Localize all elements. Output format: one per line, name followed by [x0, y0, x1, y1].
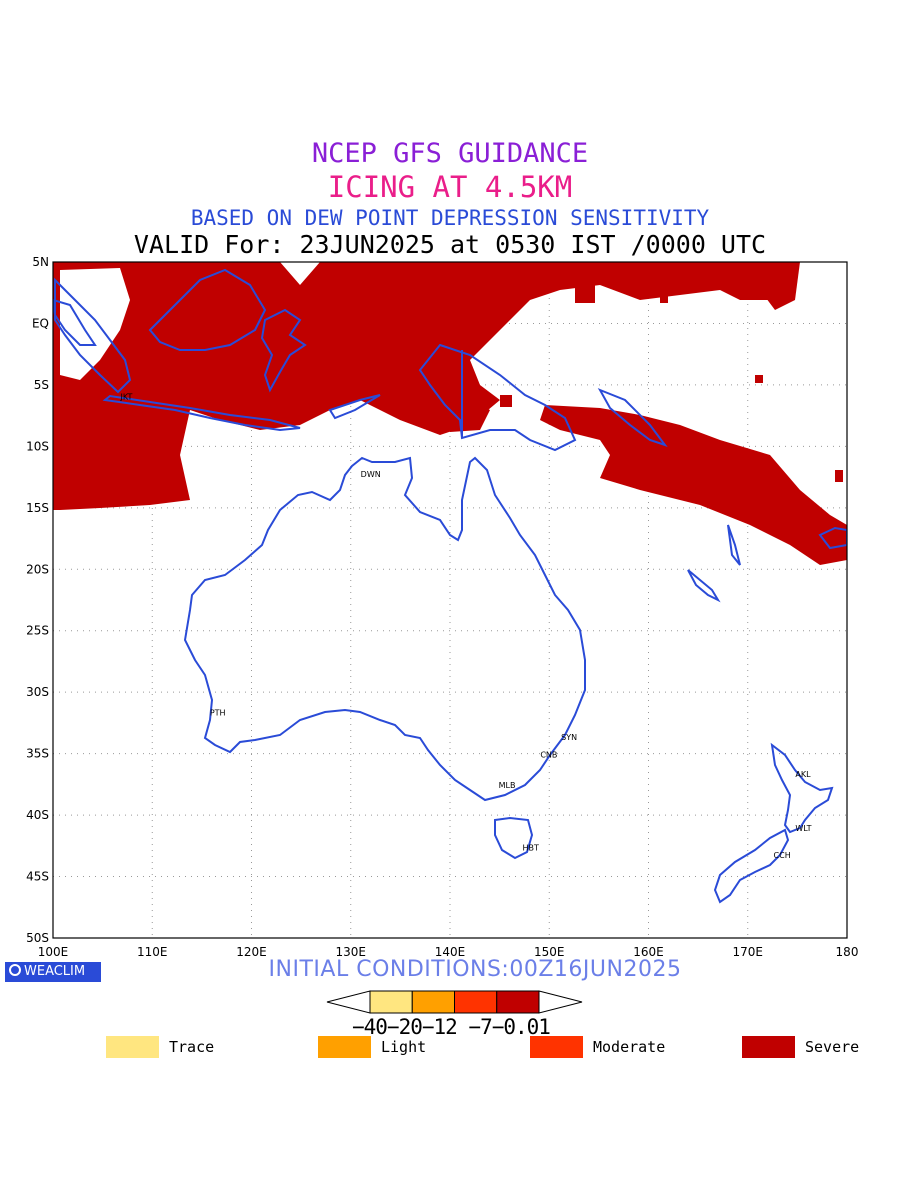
colorbar-labels: −40−20−12 −7−0.01: [352, 1015, 551, 1039]
lon-tick-label: 180: [836, 945, 859, 959]
legend-label: Moderate: [593, 1038, 666, 1056]
map-frame: [52, 261, 848, 939]
icing-cell: [660, 295, 668, 303]
legend-swatch: [530, 1036, 583, 1058]
coast-borneo: [148, 268, 267, 351]
icing-cell: [575, 285, 595, 303]
lat-tick-label: EQ: [32, 316, 49, 330]
title-method: BASED ON DEW POINT DEPRESSION SENSITIVIT…: [190, 206, 710, 230]
lat-tick-label: 25S: [26, 624, 49, 638]
lon-tick-label: 150E: [534, 945, 565, 959]
colorbar: [326, 990, 583, 1014]
colorbar-box: [411, 990, 455, 1014]
city-label-akl: AKL: [795, 770, 811, 779]
lat-tick-label: 5S: [34, 378, 49, 392]
coast-sumatra: [54, 277, 132, 394]
lon-tick-label: 130E: [336, 945, 367, 959]
lon-tick-label: 160E: [633, 945, 664, 959]
coast-nz-north: [770, 742, 834, 834]
icing-area-maritime-continent: [53, 262, 790, 510]
lat-tick-label: 40S: [26, 808, 49, 822]
lat-tick-label: 50S: [26, 931, 49, 945]
lat-tick-label: 30S: [26, 685, 49, 699]
initial-conditions: INITIAL CONDITIONS:00Z16JUN2025: [268, 957, 682, 982]
coast-timor: [328, 394, 381, 420]
lon-tick-label: 120E: [236, 945, 267, 959]
city-label-cnb: CNB: [540, 750, 557, 759]
coast-solomon: [597, 388, 668, 447]
legend-swatch: [742, 1036, 795, 1058]
coast-java: [102, 394, 301, 432]
city-label-pth: PTH: [210, 709, 226, 718]
lon-tick-label: 140E: [435, 945, 466, 959]
colorbar-box: [496, 990, 540, 1014]
icing-cell: [755, 375, 763, 383]
lon-tick-label: 110E: [137, 945, 168, 959]
coast-australia: [183, 456, 586, 802]
city-label-hbt: HBT: [522, 844, 539, 853]
coast-tasmania: [494, 816, 534, 860]
icing-cell: [835, 470, 843, 482]
coast-new-guinea: [418, 343, 577, 452]
weaclim-logo: WEACLIM: [5, 962, 101, 982]
icing-cell: [500, 395, 512, 407]
colorbar-right-arrow: [538, 990, 583, 1014]
legend-swatch: [106, 1036, 159, 1058]
lat-tick-label: 5N: [32, 255, 49, 269]
coast-sulawesi: [260, 308, 307, 393]
city-labels: DWN PTH SYN CNB MLB HBT AKL WLT CCH JKT: [119, 393, 811, 860]
lat-tick-label: 10S: [26, 439, 49, 453]
logo-text: WEACLIM: [24, 964, 86, 979]
title-valid-time: VALID For: 23JUN2025 at 0530 IST /0000 U…: [133, 230, 767, 259]
lat-tick-label: 35S: [26, 747, 49, 761]
colorbar-box: [454, 990, 498, 1014]
lat-tick-label: 20S: [26, 562, 49, 576]
lat-tick-label: 45S: [26, 870, 49, 884]
coast-nz-south: [713, 828, 790, 904]
coast-vanuatu: [727, 524, 741, 566]
colorbar-box: [369, 990, 413, 1014]
city-label-cch: CCH: [774, 851, 791, 860]
lat-tick-label: 15S: [26, 501, 49, 515]
city-label-dwn: DWN: [361, 470, 381, 479]
city-label-syn: SYN: [561, 733, 577, 742]
coast-new-caledonia: [687, 569, 721, 603]
legend-label: Trace: [169, 1038, 215, 1056]
city-label-wlt: WLT: [795, 824, 811, 833]
title-model: NCEP GFS GUIDANCE: [311, 138, 589, 169]
legend-label: Severe: [805, 1038, 860, 1056]
lon-tick-label: 100E: [38, 945, 69, 959]
coast-malay-peninsula: [53, 298, 97, 346]
lon-tick-label: 170E: [733, 945, 764, 959]
title-product: ICING AT 4.5KM: [327, 170, 573, 204]
coast-fiji: [818, 526, 847, 550]
icing-area-pacific-east: [760, 262, 800, 310]
copyright-icon: [9, 964, 21, 976]
legend-swatch: [318, 1036, 371, 1058]
city-label-mlb: MLB: [499, 781, 516, 790]
colorbar-left-arrow: [326, 990, 371, 1014]
legend-label: Light: [381, 1038, 427, 1056]
icing-area-png-coral: [540, 405, 847, 565]
city-label-jkt: JKT: [119, 393, 132, 402]
coastlines: [53, 268, 847, 904]
